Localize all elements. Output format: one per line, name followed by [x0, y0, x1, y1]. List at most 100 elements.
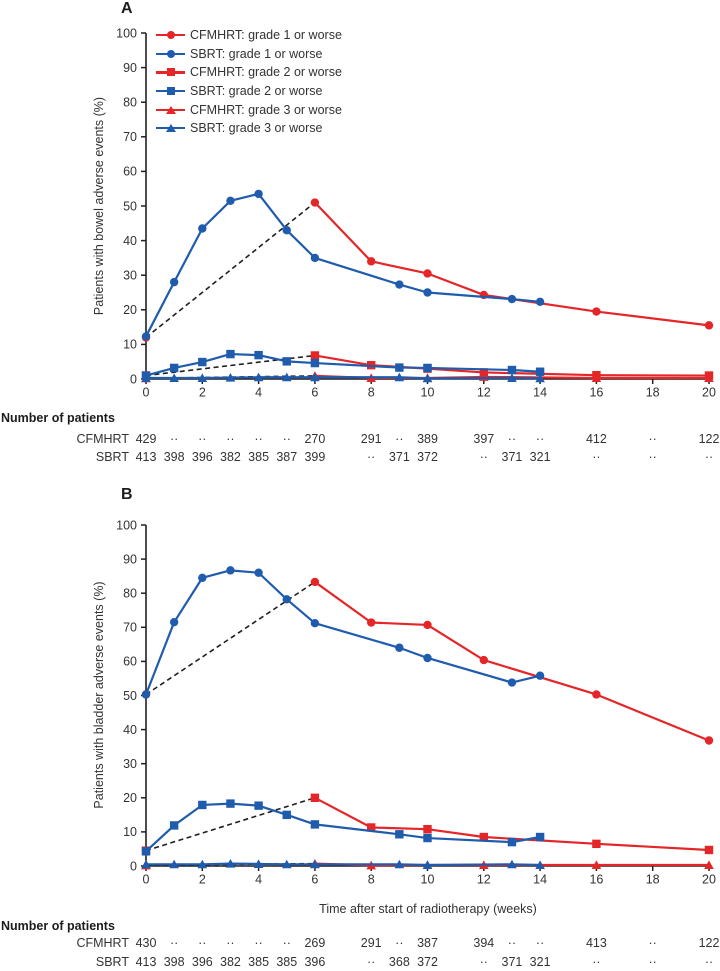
- x-tick-label: 14: [533, 873, 547, 887]
- legend-item: SBRT: grade 3 or worse: [156, 119, 342, 138]
- legend-marker-icon: [156, 105, 185, 115]
- y-tick-label: 90: [123, 61, 137, 75]
- marker-triangle: [169, 373, 179, 382]
- marker-circle: [704, 736, 714, 745]
- marker-triangle: [310, 372, 320, 382]
- marker-circle: [423, 269, 432, 278]
- legend-label: CFMHRT: grade 2 or worse: [190, 65, 342, 80]
- marker-square: [198, 800, 207, 810]
- series-sbrt-grade-2-or-worse: [141, 799, 545, 856]
- marker-circle: [423, 653, 432, 663]
- x-tick-label: 16: [589, 873, 603, 887]
- marker-circle: [395, 643, 404, 652]
- patients-count: 122: [698, 432, 720, 446]
- patients-count: 396: [191, 450, 213, 464]
- patients-count: 387: [417, 936, 438, 950]
- patients-count: ··: [282, 936, 291, 950]
- panel-a-letter: A: [121, 0, 133, 17]
- patients-count: 413: [135, 955, 157, 969]
- series-line: [145, 802, 541, 853]
- number-of-patients-heading: Number of patients: [1, 919, 115, 933]
- marker-triangle: [422, 373, 433, 383]
- legend-label: SBRT: grade 1 or worse: [190, 46, 323, 61]
- legend-marker-icon: [156, 86, 185, 96]
- series-sbrt-grade-1-or-worse: [141, 189, 545, 341]
- legend-marker-icon: [156, 67, 185, 77]
- patients-count: ··: [367, 955, 376, 969]
- series-sbrt-grade-1-or-worse: [141, 566, 545, 699]
- patients-count: 371: [388, 450, 410, 464]
- patients-count: ··: [226, 936, 235, 950]
- y-tick-label: 20: [123, 303, 137, 317]
- panel-b-y-axis-title: Patients with bladder adverse events (%): [92, 581, 106, 809]
- marker-circle: [423, 620, 432, 630]
- legend-marker-icon: [156, 123, 185, 133]
- series-cfmhrt-grade-2-or-worse: [141, 793, 714, 855]
- legend-label: CFMHRT: grade 1 or worse: [190, 28, 342, 43]
- patients-count: 394: [473, 936, 495, 950]
- marker-triangle: [281, 859, 292, 869]
- legend-marker-icon: [156, 30, 185, 40]
- panel-a-plot: 0 10 20 30 40 50 60 70 80 90 100 0 2 4 6 8 10 12 14 16 18 20: [116, 26, 716, 399]
- marker-triangle: [507, 859, 517, 869]
- marker-circle: [169, 277, 179, 287]
- marker-circle: [507, 294, 517, 304]
- series-cfmhrt-grade-1-or-worse: [141, 198, 714, 342]
- y-tick-label: 40: [123, 234, 137, 248]
- marker-circle: [254, 189, 263, 199]
- y-tick-label: 30: [123, 757, 137, 771]
- patients-count: 371: [501, 450, 523, 464]
- marker-square: [254, 801, 263, 810]
- marker-square: [507, 365, 517, 375]
- patients-count: 413: [585, 936, 607, 950]
- x-tick-label: 4: [255, 873, 262, 887]
- x-tick-label: 16: [589, 386, 603, 400]
- marker-circle: [226, 566, 235, 575]
- x-tick-label: 0: [143, 386, 150, 400]
- x-tick-label: 4: [255, 386, 262, 400]
- marker-circle: [169, 617, 179, 627]
- patients-count: ··: [507, 936, 517, 950]
- patients-count: 399: [304, 450, 326, 464]
- patients-count: ··: [648, 936, 657, 950]
- marker-square: [592, 839, 601, 849]
- patients-count: 372: [417, 955, 438, 969]
- marker-circle: [254, 568, 263, 577]
- marker-triangle: [253, 859, 264, 868]
- patients-count: 397: [473, 432, 495, 446]
- series-line: [146, 376, 541, 380]
- x-tick-label: 20: [702, 873, 716, 887]
- marker-triangle: [394, 859, 405, 869]
- patients-count: ··: [648, 955, 657, 969]
- patients-count: 270: [304, 432, 326, 446]
- marker-circle: [423, 288, 432, 297]
- marker-triangle: [253, 372, 264, 382]
- marker-triangle: [591, 373, 602, 382]
- y-tick-label: 50: [123, 689, 137, 703]
- x-tick-label: 12: [477, 873, 491, 887]
- patients-count: ··: [395, 432, 404, 446]
- y-tick-label: 60: [123, 165, 137, 179]
- marker-square: [423, 833, 432, 843]
- legend-item: CFMHRT: grade 3 or worse: [156, 100, 342, 119]
- patients-count: ··: [648, 450, 657, 464]
- marker-square: [254, 350, 263, 360]
- marker-circle: [282, 226, 291, 235]
- y-tick-label: 100: [116, 26, 137, 40]
- patients-count: 385: [276, 955, 298, 969]
- marker-circle: [198, 224, 207, 233]
- patients-row-label: SBRT: [95, 955, 129, 969]
- patients-count: ··: [198, 936, 207, 950]
- x-tick-label: 18: [646, 386, 660, 400]
- y-tick-label: 60: [123, 655, 137, 669]
- legend-item: SBRT: grade 1 or worse: [156, 45, 342, 64]
- marker-triangle: [310, 859, 320, 869]
- patients-count: ··: [592, 450, 601, 464]
- marker-circle: [535, 671, 545, 680]
- marker-circle: [507, 678, 517, 687]
- patients-count: 387: [276, 450, 298, 464]
- x-tick-label: 6: [311, 386, 318, 400]
- marker-square: [479, 832, 488, 842]
